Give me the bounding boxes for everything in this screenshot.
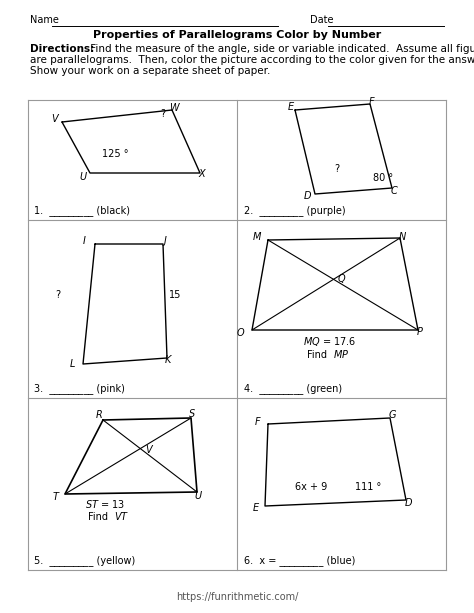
Text: F: F [369, 97, 375, 107]
Text: F: F [255, 417, 261, 427]
Text: W: W [169, 103, 179, 113]
Text: Find: Find [307, 350, 330, 360]
Text: 6x + 9: 6x + 9 [295, 482, 327, 492]
Text: Show your work on a separate sheet of paper.: Show your work on a separate sheet of pa… [30, 66, 270, 76]
Text: Directions:: Directions: [30, 44, 94, 54]
Text: ?: ? [55, 290, 60, 300]
Text: M: M [253, 232, 261, 242]
Text: 3.  _________ (pink): 3. _________ (pink) [34, 383, 125, 394]
Text: D: D [303, 191, 311, 201]
Text: https://funrithmetic.com/: https://funrithmetic.com/ [176, 592, 298, 602]
Text: V: V [145, 445, 152, 455]
Text: D: D [404, 498, 412, 508]
Text: 80 °: 80 ° [373, 173, 393, 183]
Text: Find the measure of the angle, side or variable indicated.  Assume all figures: Find the measure of the angle, side or v… [87, 44, 474, 54]
Text: 5.  _________ (yellow): 5. _________ (yellow) [34, 555, 135, 566]
Text: L: L [69, 359, 75, 369]
Text: C: C [391, 186, 397, 196]
Text: 1.  _________ (black): 1. _________ (black) [34, 205, 130, 216]
Text: Q: Q [338, 274, 346, 284]
Text: V: V [52, 114, 58, 124]
Text: J: J [164, 236, 166, 246]
Text: Properties of Parallelograms Color by Number: Properties of Parallelograms Color by Nu… [93, 30, 381, 40]
Text: N: N [398, 232, 406, 242]
Text: X: X [199, 169, 205, 179]
Text: R: R [96, 410, 102, 420]
Text: ?: ? [160, 109, 165, 119]
Text: $VT$: $VT$ [114, 510, 129, 522]
Text: E: E [253, 503, 259, 513]
Text: are parallelograms.  Then, color the picture according to the color given for th: are parallelograms. Then, color the pict… [30, 55, 474, 65]
Text: $MP$: $MP$ [333, 348, 349, 360]
Text: K: K [165, 355, 171, 365]
Text: Name: Name [30, 15, 59, 25]
Text: P: P [417, 327, 423, 337]
Text: G: G [388, 410, 396, 420]
Text: 125 °: 125 ° [102, 149, 128, 159]
Text: U: U [80, 172, 87, 182]
Text: S: S [189, 409, 195, 419]
Text: O: O [236, 328, 244, 338]
Text: E: E [288, 102, 294, 112]
Text: 2.  _________ (purple): 2. _________ (purple) [244, 205, 346, 216]
Text: ?: ? [334, 164, 339, 174]
Text: I: I [82, 236, 85, 246]
Text: 111 °: 111 ° [355, 482, 381, 492]
Text: T: T [53, 492, 59, 502]
Text: 4.  _________ (green): 4. _________ (green) [244, 383, 342, 394]
Text: Date: Date [310, 15, 334, 25]
Text: $MQ$ = 17.6: $MQ$ = 17.6 [303, 335, 356, 348]
Text: U: U [194, 491, 201, 501]
Text: 15: 15 [169, 290, 182, 300]
Text: Find: Find [88, 512, 111, 522]
Text: $ST$ = 13: $ST$ = 13 [85, 498, 125, 510]
Text: 6.  x = _________ (blue): 6. x = _________ (blue) [244, 555, 356, 566]
